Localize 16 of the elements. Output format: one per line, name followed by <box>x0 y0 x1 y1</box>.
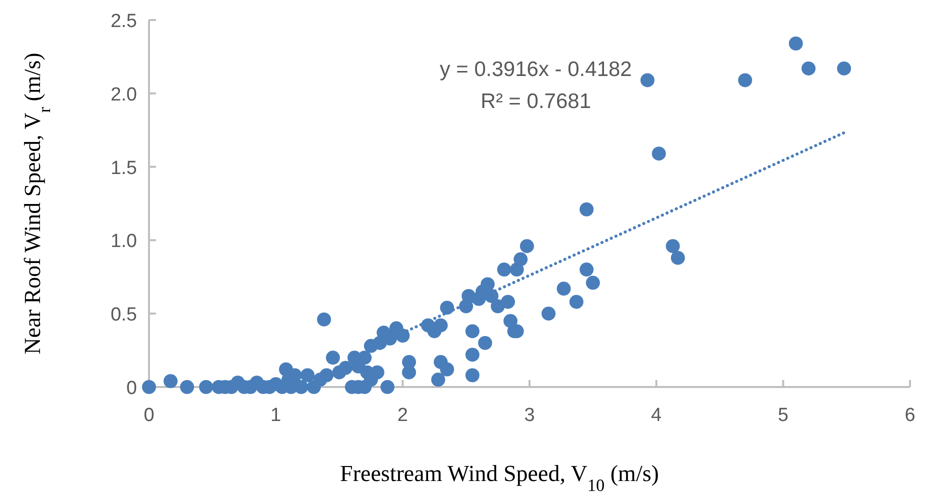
y-tick-label: 1.5 <box>110 158 137 179</box>
x-tick-label: 3 <box>524 405 535 426</box>
x-tick-label: 2 <box>397 405 408 426</box>
x-axis-title: Freestream Wind Speed, V$_{10}$ (m/s) <box>340 461 659 493</box>
y-tick-label: 2.5 <box>110 11 137 32</box>
x-tick-label: 1 <box>270 405 282 426</box>
y-tick-label: 0 <box>126 378 137 399</box>
x-tick-label: 0 <box>144 405 154 426</box>
y-tick-label: 0.5 <box>110 304 137 326</box>
annotation: y = 0.3916x - 0.4182 <box>440 58 632 81</box>
y-tick-label: 1.0 <box>110 231 137 252</box>
annotation: R² = 0.7681 <box>480 90 592 113</box>
x-tick-label: 4 <box>651 405 662 426</box>
x-tick-label: 6 <box>904 405 916 426</box>
x-tick-label: 5 <box>778 405 788 426</box>
y-tick-label: 2.0 <box>110 84 137 106</box>
